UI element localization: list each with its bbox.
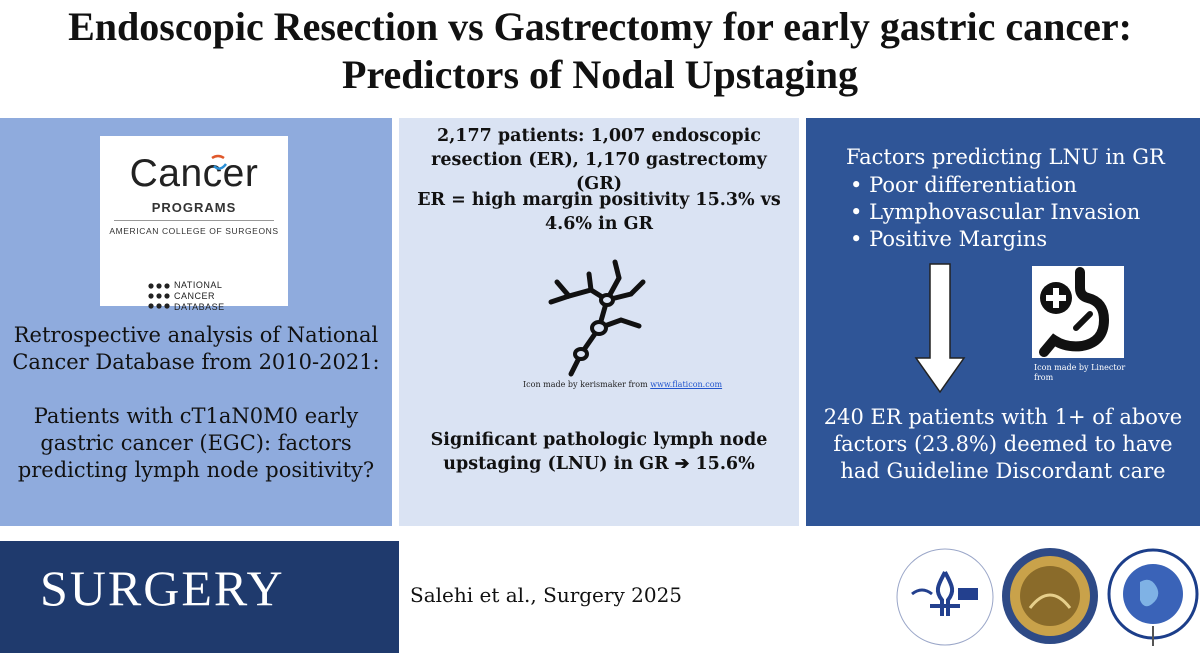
aaes-seal-logo <box>1107 548 1199 646</box>
factors-panel: Factors predicting LNU in GR Poor differ… <box>806 118 1200 526</box>
factors-list: Poor differentiation Lymphovascular Inva… <box>850 172 1140 253</box>
title-line-2: Predictors of Nodal Upstaging <box>342 52 858 97</box>
citation: Salehi et al., Surgery 2025 <box>410 583 683 607</box>
title-line-1: Endoscopic Resection vs Gastrectomy for … <box>68 4 1132 49</box>
logo-programs: PROGRAMS <box>151 200 237 215</box>
icon-credit-2: Icon made by Linector from <box>1034 363 1126 382</box>
list-item: Positive Margins <box>850 226 1140 253</box>
logo-ribbon-icon <box>211 154 227 170</box>
down-arrow-icon <box>914 263 966 394</box>
icon-credit-text: Icon made by kerismaker from <box>523 380 651 389</box>
ncdb-line: NATIONAL <box>174 280 223 290</box>
factors-heading: Factors predicting LNU in GR <box>846 145 1165 169</box>
list-item: Poor differentiation <box>850 172 1140 199</box>
ncdb-dots-icon <box>148 283 170 309</box>
list-item: Lymphovascular Invasion <box>850 199 1140 226</box>
results-panel: 2,177 patients: 1,007 endoscopic resecti… <box>399 118 799 526</box>
methods-text: Retrospective analysis of National Cance… <box>12 323 380 374</box>
csa-seal-logo <box>1002 548 1098 644</box>
icon-credit: Icon made by kerismaker from www.flatico… <box>523 380 722 389</box>
patients-text: 2,177 patients: 1,007 endoscopic resecti… <box>431 126 767 194</box>
logo-cancer-word: Cancer <box>129 152 259 195</box>
stomach-icon <box>1032 266 1124 358</box>
population-text: Patients with cT1aN0M0 early gastric can… <box>17 404 375 482</box>
logo-ncdb: NATIONAL CANCER DATABASE <box>174 280 225 313</box>
ncdb-line: CANCER <box>174 291 216 301</box>
journal-name: SURGERY <box>40 560 285 616</box>
ncdb-line: DATABASE <box>174 302 225 312</box>
methods-panel: Cancer PROGRAMS AMERICAN COLLEGE OF SURG… <box>0 118 392 526</box>
margin-text: ER = high margin positivity 15.3% vs 4.6… <box>417 190 781 234</box>
logo-divider <box>114 220 274 221</box>
flaticon-link[interactable]: www.flaticon.com <box>650 380 723 389</box>
conclusion-text: 240 ER patients with 1+ of above factors… <box>823 405 1183 483</box>
logo-acs: AMERICAN COLLEGE OF SURGEONS <box>109 226 279 236</box>
lnu-text: Significant pathologic lymph node upstag… <box>430 430 768 474</box>
journal-banner: SURGERY <box>0 541 399 653</box>
lymph-node-icon <box>548 259 646 377</box>
sus-seal-logo <box>896 548 994 646</box>
cancer-programs-logo: Cancer PROGRAMS AMERICAN COLLEGE OF SURG… <box>100 136 288 312</box>
page-title: Endoscopic Resection vs Gastrectomy for … <box>0 0 1200 112</box>
